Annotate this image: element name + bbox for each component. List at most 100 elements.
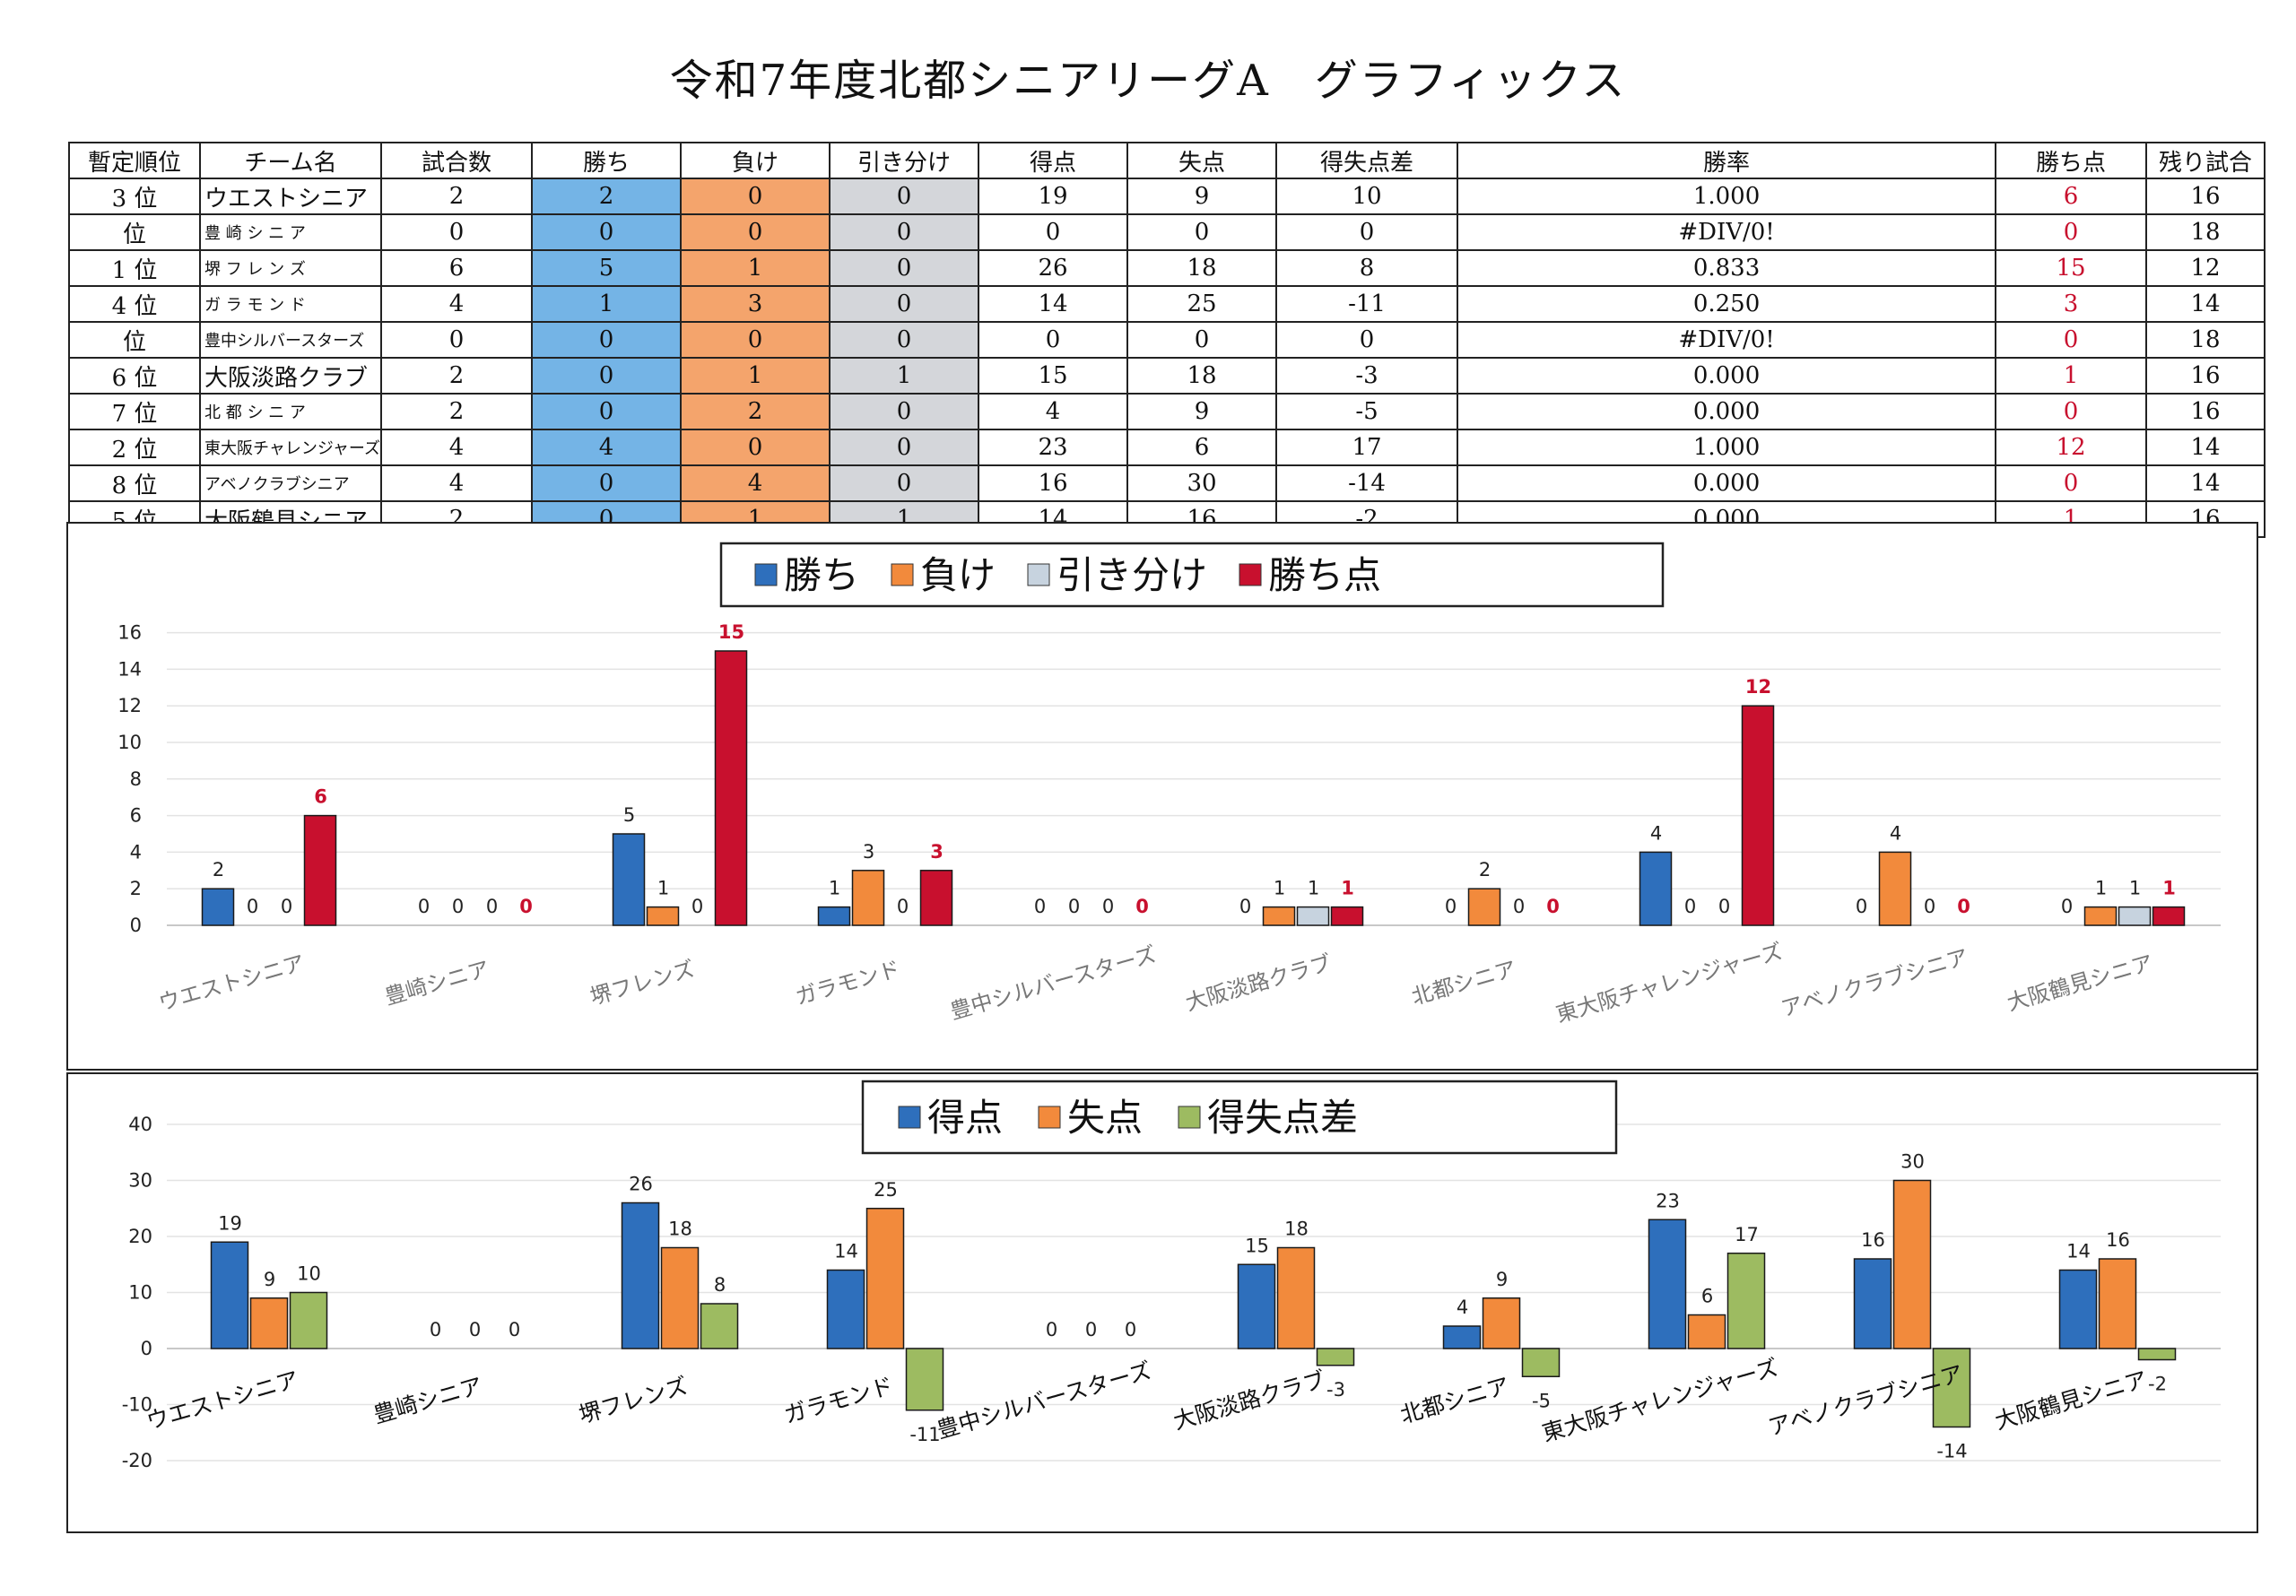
- cell-points: 6: [1995, 178, 2148, 215]
- bar: [660, 1246, 700, 1349]
- cell-losses: 0: [680, 321, 831, 359]
- bar: [1482, 1297, 1521, 1349]
- data-label: 8: [714, 1274, 726, 1296]
- data-label: 0: [897, 896, 909, 917]
- data-label: 1: [1341, 878, 1354, 899]
- table-row: 1 位堺 フ レ ン ズ 6 5 1 0 26 18 8 0.833 15 12: [68, 249, 2266, 287]
- data-label: 0: [1034, 896, 1046, 917]
- cell-goals-for: 16: [978, 464, 1129, 502]
- data-label: 1: [1274, 878, 1285, 899]
- bar: [714, 650, 748, 926]
- table-header-row: 暫定順位 チーム名 試合数 勝ち 負け 引き分け 得点 失点 得失点差 勝率 勝ち点 残り試合: [68, 142, 2266, 179]
- data-label: 0: [1856, 896, 1867, 917]
- cell-goals-for: 19: [978, 178, 1129, 215]
- bar: [2058, 1269, 2098, 1349]
- legend-swatch: [898, 1106, 921, 1129]
- cell-win-rate: #DIV/0!: [1457, 321, 1997, 359]
- cell-goal-diff: -11: [1275, 285, 1459, 323]
- data-label: 23: [1656, 1190, 1680, 1211]
- category-label: 北都シニア: [1397, 1373, 1512, 1428]
- cell-goals-against: 18: [1126, 249, 1278, 287]
- cell-losses: 1: [680, 357, 831, 395]
- table-row: 3 位ウエストシニア 2 2 0 0 19 9 10 1.000 6 16: [68, 178, 2266, 215]
- header-team: チーム名: [198, 142, 383, 179]
- category-label: 豊崎シニア: [370, 1373, 485, 1428]
- cell-wins: 0: [531, 393, 683, 430]
- data-label: 0: [1957, 896, 1970, 917]
- y-tick-label: 0: [130, 915, 142, 936]
- cell-wins: 0: [531, 321, 683, 359]
- cell-draws: 0: [829, 429, 980, 466]
- data-label: 0: [691, 896, 703, 917]
- bar: [2098, 1258, 2137, 1349]
- bar: [1726, 1253, 1766, 1349]
- legend-swatch: [1038, 1106, 1061, 1129]
- cell-rank: 7 位: [68, 393, 201, 430]
- cell-rank: 位: [68, 213, 201, 251]
- bar: [1521, 1348, 1561, 1377]
- cell-goals-for: 26: [978, 249, 1129, 287]
- cell-points: 12: [1995, 429, 2148, 466]
- cell-draws: 0: [829, 393, 980, 430]
- header-goals-against: 失点: [1126, 142, 1278, 179]
- category-label: 大阪鶴見シニア: [1992, 1366, 2150, 1435]
- table-row: 4 位ガ ラ モ ン ド 4 1 3 0 14 25 -11 0.250 3 14: [68, 285, 2266, 323]
- table-row: 2 位東大阪チャレンジャーズ 4 4 0 0 23 6 17 1.000 12 14: [68, 429, 2266, 466]
- y-tick-label: 0: [141, 1338, 152, 1359]
- bar: [612, 833, 646, 926]
- data-label: 12: [1745, 676, 1771, 698]
- cell-games: 0: [380, 321, 534, 359]
- cell-win-rate: 0.833: [1457, 249, 1997, 287]
- cell-rank: 1 位: [68, 249, 201, 287]
- header-win-rate: 勝率: [1457, 142, 1997, 179]
- cell-goal-diff: -14: [1275, 464, 1459, 502]
- bar: [1237, 1263, 1276, 1349]
- category-label: ウエストシニア: [144, 1366, 301, 1435]
- category-label: 東大阪チャレンジャーズ: [1539, 1354, 1781, 1446]
- bar: [1442, 1325, 1482, 1349]
- category-label: 大阪淡路クラブ: [1183, 950, 1335, 1016]
- cell-team: アベノクラブシニア: [198, 464, 383, 502]
- cell-wins: 1: [531, 285, 683, 323]
- data-label: 0: [1239, 896, 1251, 917]
- legend-swatch: [1178, 1106, 1201, 1129]
- header-games: 試合数: [380, 142, 534, 179]
- cell-rank: 3 位: [68, 178, 201, 215]
- bar: [2152, 906, 2186, 926]
- bar: [817, 906, 851, 926]
- bar: [1687, 1314, 1726, 1349]
- legend-swatch: [754, 563, 778, 586]
- data-label: 0: [1068, 896, 1080, 917]
- cell-goal-diff: 8: [1275, 249, 1459, 287]
- header-losses: 負け: [680, 142, 831, 179]
- data-label: 0: [1546, 896, 1560, 917]
- data-label: 14: [834, 1241, 858, 1262]
- cell-goals-for: 14: [978, 285, 1129, 323]
- bar: [1639, 851, 1673, 926]
- cell-goals-for: 23: [978, 429, 1129, 466]
- cell-draws: 0: [829, 321, 980, 359]
- data-label: 0: [2061, 896, 2073, 917]
- cell-goals-for: 4: [978, 393, 1129, 430]
- data-label: 9: [1496, 1269, 1508, 1290]
- data-label: 9: [264, 1269, 275, 1290]
- cell-win-rate: 0.000: [1457, 393, 1997, 430]
- category-label: 北都シニア: [1409, 956, 1519, 1010]
- data-label: 1: [2162, 878, 2176, 899]
- cell-win-rate: #DIV/0!: [1457, 213, 1997, 251]
- cell-goal-diff: 0: [1275, 321, 1459, 359]
- cell-draws: 1: [829, 357, 980, 395]
- legend-label: 勝ち点: [1268, 553, 1381, 597]
- cell-losses: 2: [680, 393, 831, 430]
- cell-losses: 3: [680, 285, 831, 323]
- cell-rank: 6 位: [68, 357, 201, 395]
- data-label: 0: [1102, 896, 1114, 917]
- data-label: 6: [1701, 1286, 1713, 1307]
- legend-swatch: [1239, 563, 1262, 586]
- bar: [1648, 1219, 1687, 1349]
- data-label: 0: [469, 1319, 481, 1340]
- cell-goals-against: 25: [1126, 285, 1278, 323]
- bar: [1932, 1348, 1971, 1428]
- cell-games: 2: [380, 178, 534, 215]
